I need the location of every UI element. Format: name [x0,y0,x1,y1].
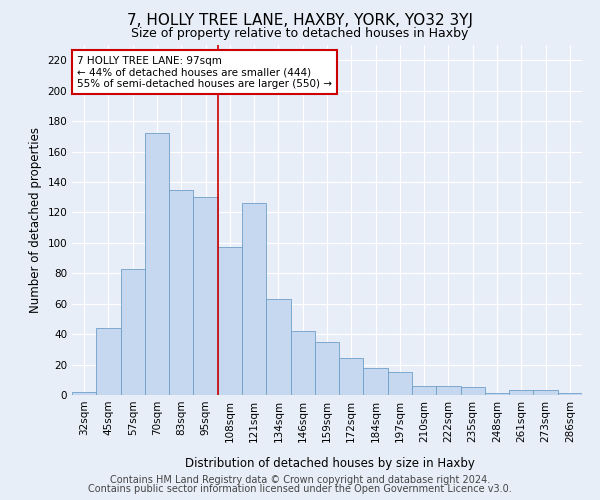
Bar [509,390,533,395]
Text: Size of property relative to detached houses in Haxby: Size of property relative to detached ho… [131,28,469,40]
Bar [412,386,436,395]
Bar [290,331,315,395]
Text: Contains HM Land Registry data © Crown copyright and database right 2024.: Contains HM Land Registry data © Crown c… [110,475,490,485]
Bar [169,190,193,395]
Bar [145,134,169,395]
Bar [485,394,509,395]
Bar [315,342,339,395]
Bar [461,388,485,395]
Bar [364,368,388,395]
Bar [533,390,558,395]
Bar [436,386,461,395]
Bar [558,394,582,395]
Bar [96,328,121,395]
Text: 7 HOLLY TREE LANE: 97sqm
← 44% of detached houses are smaller (444)
55% of semi-: 7 HOLLY TREE LANE: 97sqm ← 44% of detach… [77,56,332,88]
Text: 7, HOLLY TREE LANE, HAXBY, YORK, YO32 3YJ: 7, HOLLY TREE LANE, HAXBY, YORK, YO32 3Y… [127,12,473,28]
Bar [121,268,145,395]
Text: Distribution of detached houses by size in Haxby: Distribution of detached houses by size … [185,458,475,470]
Bar [218,248,242,395]
Bar [266,299,290,395]
Bar [339,358,364,395]
Bar [193,197,218,395]
Bar [242,204,266,395]
Bar [72,392,96,395]
Bar [388,372,412,395]
Text: Contains public sector information licensed under the Open Government Licence v3: Contains public sector information licen… [88,484,512,494]
Y-axis label: Number of detached properties: Number of detached properties [29,127,42,313]
